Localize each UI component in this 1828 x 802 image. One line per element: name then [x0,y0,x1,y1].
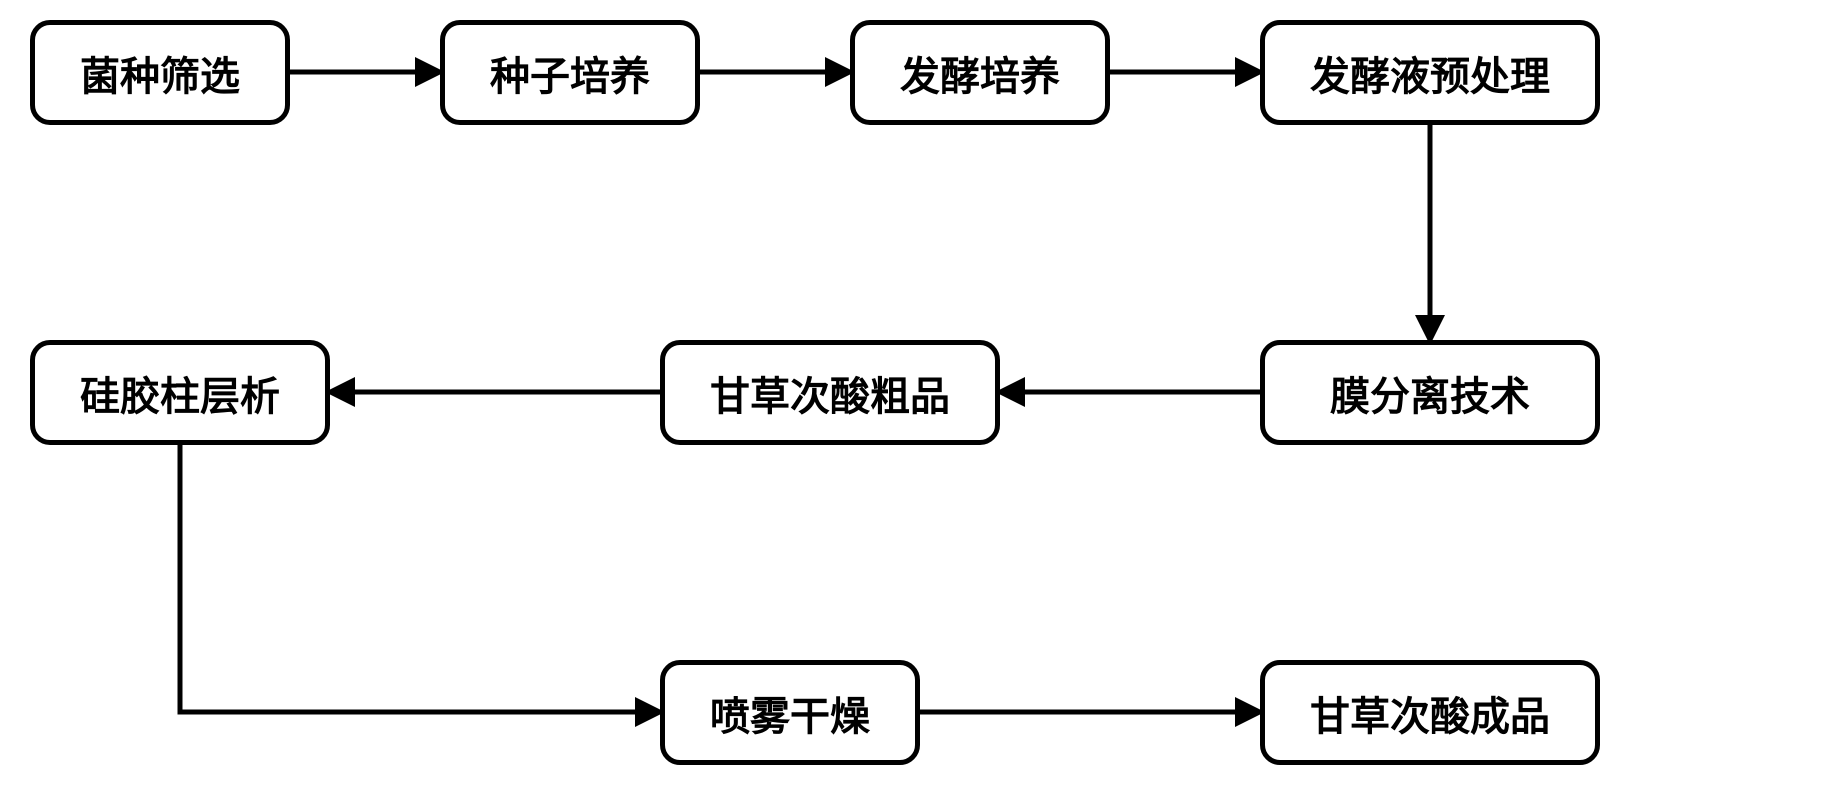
flowchart-node-label: 种子培养 [490,44,650,102]
flowchart-node-n7: 硅胶柱层析 [30,340,330,445]
flowchart-node-n6: 甘草次酸粗品 [660,340,1000,445]
flowchart-node-label: 发酵液预处理 [1310,44,1550,102]
flowchart-node-n9: 甘草次酸成品 [1260,660,1600,765]
flowchart-node-n5: 膜分离技术 [1260,340,1600,445]
flowchart-node-label: 膜分离技术 [1330,364,1530,422]
flowchart-node-label: 硅胶柱层析 [80,364,280,422]
flowchart-node-n1: 菌种筛选 [30,20,290,125]
flowchart-node-n2: 种子培养 [440,20,700,125]
flowchart-node-n3: 发酵培养 [850,20,1110,125]
flowchart-edge-n7-n8 [180,445,660,712]
flowchart-node-label: 喷雾干燥 [710,684,870,742]
flowchart-node-label: 甘草次酸成品 [1310,684,1550,742]
flowchart-node-label: 发酵培养 [900,44,1060,102]
flowchart-node-label: 甘草次酸粗品 [710,364,950,422]
flowchart-node-n4: 发酵液预处理 [1260,20,1600,125]
flowchart-node-n8: 喷雾干燥 [660,660,920,765]
flowchart-node-label: 菌种筛选 [80,44,240,102]
